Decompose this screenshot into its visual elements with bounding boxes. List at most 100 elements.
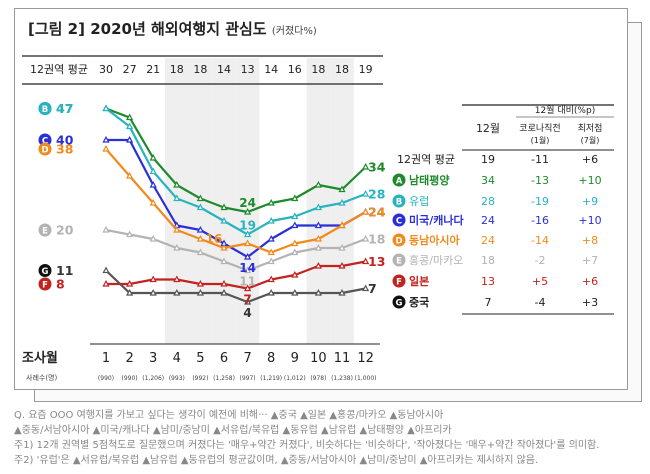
x-tick-label: 11 bbox=[334, 351, 351, 366]
min-value-label: 19 bbox=[239, 219, 256, 233]
data-point-A bbox=[361, 162, 370, 170]
min-value-label: 16 bbox=[206, 232, 223, 246]
data-point-E bbox=[243, 266, 252, 274]
table-row-name: 홍콩/마카오 bbox=[409, 253, 463, 267]
table-row-name: 동남아시아 bbox=[409, 233, 460, 247]
x-tick-label: 1 bbox=[102, 351, 110, 366]
data-point-F bbox=[314, 261, 323, 269]
data-point-F bbox=[102, 279, 110, 287]
table-cell-vs-jul: +10 bbox=[578, 174, 601, 187]
table-cell-dec: 7 bbox=[485, 296, 492, 309]
data-point-F bbox=[220, 279, 228, 287]
data-point-B bbox=[291, 212, 299, 220]
table-cell-vs-jul: +9 bbox=[582, 195, 598, 208]
sample-size: (990) bbox=[122, 375, 138, 382]
table-header-covid-sub: (1월) bbox=[531, 135, 550, 145]
x-tick-label: 9 bbox=[291, 351, 299, 366]
table-cell-vs-jan: -16 bbox=[531, 214, 549, 227]
data-point-F bbox=[125, 279, 134, 287]
table-cell-vs-jul: +10 bbox=[578, 214, 601, 227]
data-point-C bbox=[102, 135, 110, 143]
table-cell-vs-jan: -11 bbox=[531, 153, 549, 166]
table-row-key-letter: E bbox=[396, 257, 402, 267]
avg-value: 19 bbox=[359, 63, 373, 76]
table-row-key-marker bbox=[392, 194, 406, 208]
sample-size: (990) bbox=[98, 375, 114, 382]
data-point-G bbox=[314, 288, 323, 296]
table-cell-dec: 18 bbox=[481, 254, 495, 267]
data-point-F bbox=[291, 270, 299, 278]
sample-size: (993) bbox=[169, 375, 185, 382]
table-header-group: 12월 대비(%p) bbox=[535, 104, 595, 116]
table-row-key-letter: F bbox=[396, 278, 402, 288]
end-value-label: 18 bbox=[368, 232, 385, 247]
data-point-G bbox=[338, 288, 346, 296]
x-tick-label: 10 bbox=[310, 351, 327, 366]
table-cell-vs-jan: -13 bbox=[531, 174, 549, 187]
sample-size-label: 사례수(명) bbox=[26, 373, 57, 382]
data-labels: A473424B472819C402414D382416E201811F8137… bbox=[38, 101, 386, 320]
x-axis: 조사월 사례수(명) 1 2 3 4 5 6 7 8 9 10 11 12(990) (990) (1,2… bbox=[22, 343, 380, 382]
data-point-E bbox=[173, 243, 181, 251]
table-header-month: 12월 bbox=[476, 122, 500, 135]
footnote-line: 주2) '유럽'은 ▲서유럽/북유럽 ▲남유럽 ▲동유럽의 평균값이며, ▲중동… bbox=[14, 455, 539, 466]
data-point-G bbox=[267, 288, 275, 296]
x-tick-label: 3 bbox=[149, 351, 157, 366]
footnote-line: 주1) 12개 권역별 5점척도로 질문했으며 커졌다는 '매우+약간 커졌다'… bbox=[14, 440, 600, 451]
data-point-B bbox=[220, 216, 228, 224]
avg-value: 18 bbox=[170, 63, 184, 76]
footnote-line: ▲중동/서남아시아 ▲미국/캐나다 ▲남미/중남미 ▲서유럽/북유럽 ▲동유럽 … bbox=[14, 425, 452, 436]
x-axis-label: 조사월 bbox=[22, 350, 58, 366]
min-value-label: 7 bbox=[243, 293, 251, 307]
data-point-B bbox=[338, 198, 346, 206]
data-point-G bbox=[102, 266, 110, 274]
series-key-letter: D bbox=[41, 146, 48, 156]
table-header-covid: 코로나직전 bbox=[519, 123, 560, 134]
series-line-D bbox=[105, 148, 367, 254]
svg-text:[그림 2] 2020년 해외여행지 관심도 (커졌다%): [그림 2] 2020년 해외여행지 관심도 (커졌다%) bbox=[28, 20, 317, 38]
table-row-key-letter: C bbox=[396, 217, 402, 227]
series-line-E bbox=[105, 228, 366, 272]
x-tick-label: 5 bbox=[196, 351, 204, 366]
series-line-G bbox=[105, 269, 366, 304]
table-cell-vs-jan: -14 bbox=[531, 234, 549, 247]
sample-size: (1,238) bbox=[331, 375, 353, 382]
data-point-B bbox=[102, 104, 110, 112]
table-cell-dec: 34 bbox=[481, 174, 495, 187]
data-point-B bbox=[267, 216, 275, 224]
avg-value: 21 bbox=[146, 63, 160, 76]
end-value-label: 13 bbox=[368, 254, 385, 269]
table-cell-dec: 24 bbox=[481, 234, 495, 247]
series-key-letter: F bbox=[42, 281, 48, 291]
sample-size: (978) bbox=[310, 375, 326, 382]
x-tick-label: 7 bbox=[243, 351, 251, 366]
end-value-label: 28 bbox=[368, 187, 385, 202]
start-value-label: 47 bbox=[56, 101, 73, 116]
table-header-low-sub: (7월) bbox=[581, 135, 600, 145]
avg-value: 14 bbox=[217, 63, 231, 76]
data-point-B bbox=[173, 194, 181, 202]
series-line-F bbox=[106, 260, 366, 290]
series-key-marker bbox=[38, 264, 52, 277]
min-value-label: 11 bbox=[239, 275, 256, 289]
data-point-B bbox=[196, 203, 205, 211]
data-point-D bbox=[173, 225, 181, 233]
avg-row-values: 30 27 21 18 18 14 13 14 16 18 18 19 bbox=[99, 63, 373, 76]
table-cell-dec: 28 bbox=[481, 195, 495, 208]
data-point-D bbox=[102, 144, 110, 152]
end-value-label: 34 bbox=[368, 160, 386, 175]
header: [그림 2] 2020년 해외여행지 관심도 (커졌다%) 12권역 평균 bbox=[22, 20, 383, 85]
data-point-C bbox=[291, 221, 299, 229]
table-cell-vs-jul: +6 bbox=[582, 153, 598, 166]
data-point-E bbox=[267, 257, 275, 265]
data-point-A bbox=[125, 113, 134, 121]
data-point-G bbox=[220, 288, 228, 296]
data-point-A bbox=[149, 153, 157, 161]
table-cell-vs-jul: +6 bbox=[582, 275, 598, 288]
table-row-key-marker bbox=[392, 253, 406, 267]
table-cell-vs-jan: -4 bbox=[535, 296, 546, 309]
data-point-C bbox=[125, 135, 134, 143]
data-point-E bbox=[291, 248, 299, 256]
